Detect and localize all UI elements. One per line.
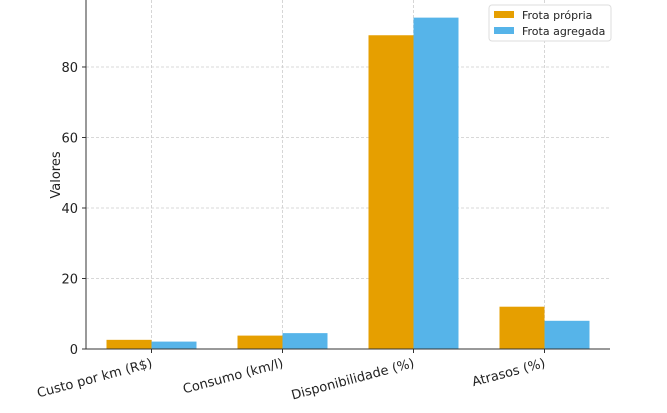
bar-frota-propria [237,335,283,349]
x-tick-label: Atrasos (%) [471,356,548,390]
legend-swatch [494,27,514,34]
x-tick-label: Consumo (km/l) [181,356,285,397]
x-tick-label: Custo por km (R$) [36,356,155,401]
bar-frota-propria [106,339,152,349]
legend [488,4,612,42]
y-tick-label: 20 [61,272,78,287]
bar-frota-agregada [151,341,197,349]
y-tick-label: 0 [70,343,78,358]
x-tick-label: Disponibilidade (%) [290,356,416,403]
bar-frota-agregada [413,17,459,350]
legend-label: Frota agregada [522,25,605,38]
legend-swatch [494,11,514,18]
y-tick-label: 40 [61,202,78,217]
bar-frota-agregada [544,320,590,349]
bar-frota-propria [368,35,414,349]
y-tick-label: 80 [61,61,78,76]
bar-frota-agregada [282,333,328,349]
bar-frota-propria [499,306,545,349]
y-tick-label: 60 [61,131,78,146]
legend-label: Frota própria [522,9,592,22]
y-axis-label: Valores [49,151,64,198]
